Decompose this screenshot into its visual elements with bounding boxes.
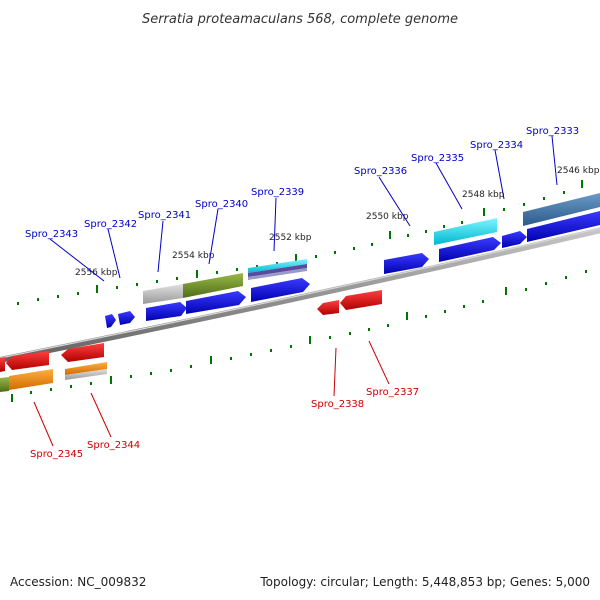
scale-label-2554: 2554 kbp xyxy=(172,251,215,261)
gene-label-spro-2341[interactable]: Spro_2341 xyxy=(138,210,191,221)
map-title: Serratia proteamaculans 568, complete ge… xyxy=(142,12,458,27)
gene-block-spro-2333[interactable] xyxy=(523,193,600,242)
gene-label-spro-2339[interactable]: Spro_2339 xyxy=(251,187,304,198)
inner-tick-ring xyxy=(11,270,587,402)
gene-block-spro-2345[interactable] xyxy=(0,351,53,392)
gene-block-spro-2335[interactable] xyxy=(434,218,501,262)
gene-block-spro-2337[interactable] xyxy=(340,290,382,310)
reverse-labels: Spro_2345 Spro_2344 Spro_2338 Spro_2337 xyxy=(30,340,419,460)
gene-label-spro-2344[interactable]: Spro_2344 xyxy=(87,440,140,451)
gene-block-spro-2338[interactable] xyxy=(317,300,339,315)
gene-block-spro-2341[interactable] xyxy=(143,284,187,321)
gene-block-spro-2334[interactable] xyxy=(502,231,527,248)
gene-label-spro-2337[interactable]: Spro_2337 xyxy=(366,387,419,398)
scale-label-2556: 2556 kbp xyxy=(75,268,118,278)
gene-block-spro-2342[interactable] xyxy=(118,311,135,325)
gene-label-spro-2343[interactable]: Spro_2343 xyxy=(25,229,78,240)
genome-backbone xyxy=(0,227,600,364)
gene-label-spro-2345[interactable]: Spro_2345 xyxy=(30,449,83,460)
genome-backbone-highlight xyxy=(0,227,600,359)
gene-label-spro-2338[interactable]: Spro_2338 xyxy=(311,399,364,410)
accession-text: Accession: NC_009832 xyxy=(10,575,146,589)
gene-block-spro-2340[interactable] xyxy=(183,273,246,314)
gene-block-spro-2336[interactable] xyxy=(384,253,429,274)
gene-label-spro-2335[interactable]: Spro_2335 xyxy=(411,153,464,164)
scale-label-2552: 2552 kbp xyxy=(269,233,312,243)
scale-label-2548: 2548 kbp xyxy=(462,190,505,200)
gene-block-spro-2344[interactable] xyxy=(61,343,107,380)
gene-block-spro-2343[interactable] xyxy=(105,314,116,328)
gene-label-spro-2336[interactable]: Spro_2336 xyxy=(354,166,407,177)
gene-label-spro-2333[interactable]: Spro_2333 xyxy=(526,126,579,137)
scale-label-2546: 2546 kbp xyxy=(557,166,600,176)
gene-label-spro-2340[interactable]: Spro_2340 xyxy=(195,199,248,210)
outer-tick-ring xyxy=(17,180,583,305)
forward-labels: Spro_2343 Spro_2342 Spro_2341 Spro_2340 … xyxy=(25,126,579,282)
scale-label-2550: 2550 kbp xyxy=(366,212,409,222)
gene-label-spro-2342[interactable]: Spro_2342 xyxy=(84,219,137,230)
gene-block-spro-2339[interactable] xyxy=(248,259,310,302)
gene-label-spro-2334[interactable]: Spro_2334 xyxy=(470,140,523,151)
genome-summary-text: Topology: circular; Length: 5,448,853 bp… xyxy=(259,575,590,589)
